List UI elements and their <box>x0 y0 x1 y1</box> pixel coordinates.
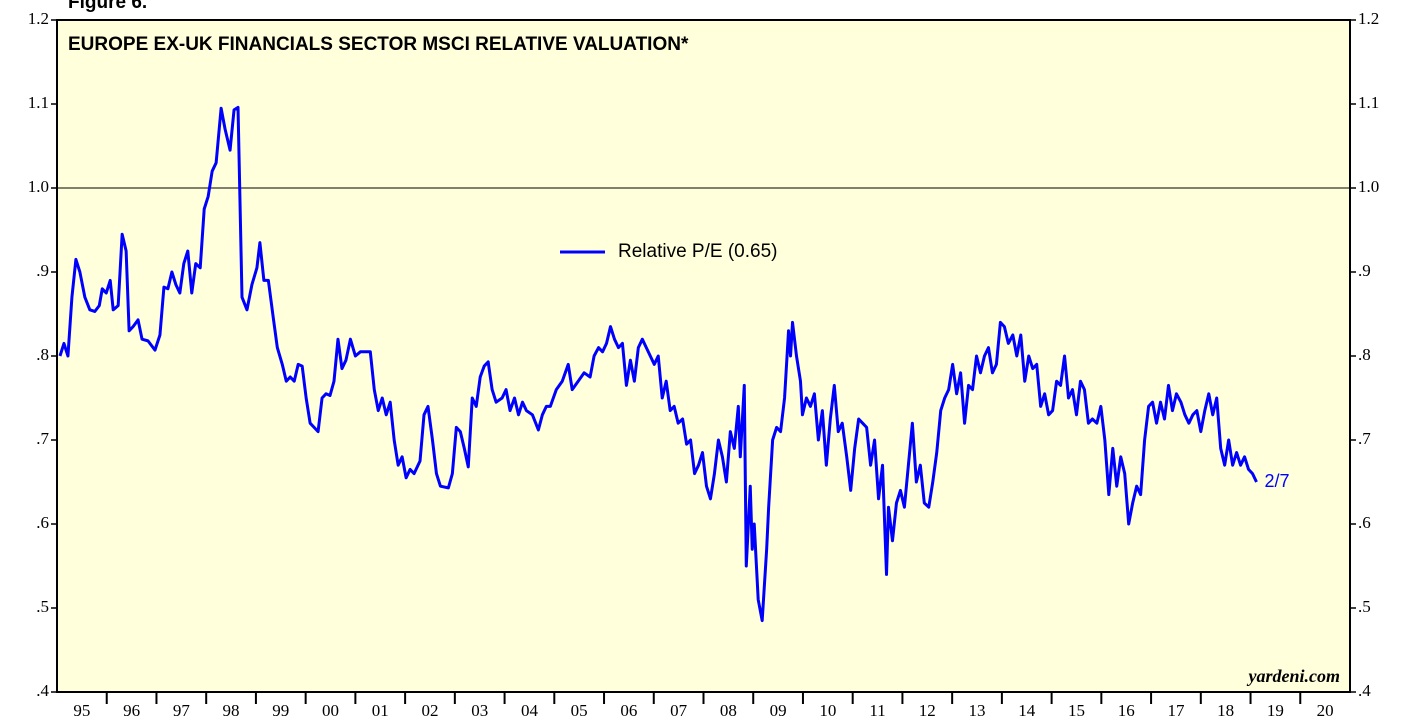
y-tick-label: .5 <box>36 597 49 616</box>
x-tick-label: 06 <box>620 701 637 719</box>
end-annotation: 2/7 <box>1265 471 1290 491</box>
y-tick-label: .9 <box>36 261 49 280</box>
y-tick-label: 1.0 <box>28 177 49 196</box>
y-tick-label: .8 <box>36 345 49 364</box>
x-tick-label: 19 <box>1267 701 1284 719</box>
data-line <box>58 105 1258 623</box>
x-tick-label: 96 <box>123 701 140 719</box>
plot-frame <box>56 19 1351 693</box>
x-tick-label: 18 <box>1217 701 1234 719</box>
y2-tick-label: .4 <box>1358 681 1371 700</box>
x-tick-label: 04 <box>521 701 539 719</box>
y2-tick-label: .5 <box>1358 597 1371 616</box>
x-tick-label: 16 <box>1118 701 1135 719</box>
x-tick-label: 10 <box>819 701 836 719</box>
x-tick-label: 11 <box>869 701 885 719</box>
x-tick-label: 01 <box>372 701 389 719</box>
source: yardeni.com <box>1247 666 1341 686</box>
x-tick-label: 07 <box>670 701 688 719</box>
y2-tick-label: 1.0 <box>1358 177 1379 196</box>
chart-title: EUROPE EX-UK FINANCIALS SECTOR MSCI RELA… <box>68 34 689 55</box>
x-tick-label: 13 <box>969 701 986 719</box>
x-tick-label: 02 <box>421 701 438 719</box>
x-tick-label: 98 <box>223 701 240 719</box>
legend-label: Relative P/E (0.65) <box>618 241 777 262</box>
y2-tick-label: 1.1 <box>1358 93 1379 112</box>
x-tick-label: 99 <box>272 701 289 719</box>
x-tick-label: 03 <box>471 701 488 719</box>
x-tick-label: 97 <box>173 701 191 719</box>
y-tick-label: .6 <box>36 513 49 532</box>
x-tick-label: 17 <box>1167 701 1185 719</box>
y-tick-label: .4 <box>36 681 49 700</box>
x-tick-label: 05 <box>571 701 588 719</box>
x-tick-label: 20 <box>1317 701 1334 719</box>
x-tick-label: 95 <box>73 701 90 719</box>
y2-tick-label: .7 <box>1358 429 1371 448</box>
x-tick-label: 14 <box>1018 701 1036 719</box>
y-tick-label: .7 <box>36 429 49 448</box>
y-tick-label: 1.2 <box>28 9 49 28</box>
x-tick-label: 15 <box>1068 701 1085 719</box>
x-tick-label: 00 <box>322 701 339 719</box>
y2-tick-label: 1.2 <box>1358 9 1379 28</box>
figure-label: Figure 6. <box>68 0 147 13</box>
y2-tick-label: .8 <box>1358 345 1371 364</box>
x-tick-label: 09 <box>770 701 787 719</box>
y-tick-label: 1.1 <box>28 93 49 112</box>
y2-tick-label: .9 <box>1358 261 1371 280</box>
plot-background <box>57 20 1350 692</box>
x-tick-label: 08 <box>720 701 737 719</box>
y2-tick-label: .6 <box>1358 513 1371 532</box>
x-tick-label: 12 <box>919 701 936 719</box>
